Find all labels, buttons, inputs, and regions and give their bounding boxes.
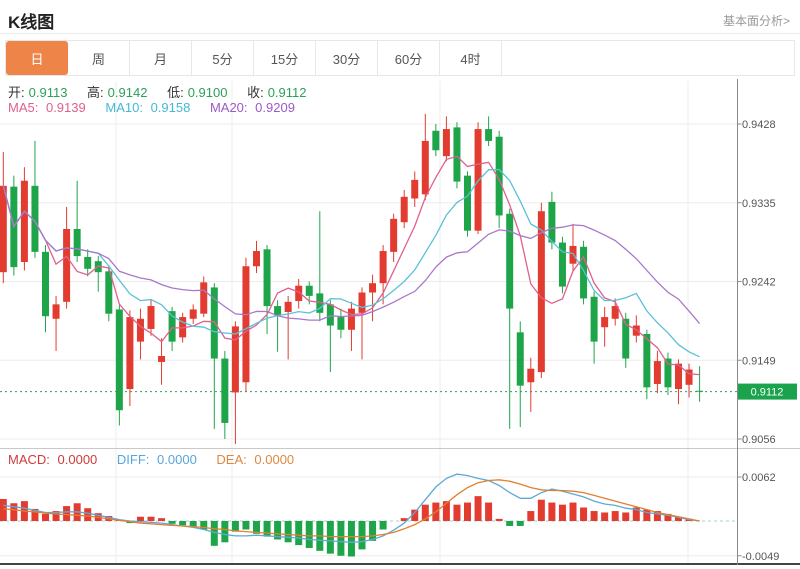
svg-text:0.9112: 0.9112 bbox=[751, 387, 784, 399]
svg-text:0.9428: 0.9428 bbox=[742, 119, 776, 131]
ohlc-legend: 开: 0.9113 高: 0.9142 低: 0.9100 收: 0.9112 bbox=[8, 82, 323, 101]
low-label: 低: bbox=[167, 85, 184, 100]
candlestick-pane bbox=[0, 113, 737, 445]
svg-text:0.9242: 0.9242 bbox=[742, 277, 776, 289]
tab-60min[interactable]: 60分 bbox=[378, 41, 440, 75]
macd-value: 0.0000 bbox=[57, 452, 98, 467]
tab-month[interactable]: 月 bbox=[130, 41, 192, 75]
ma5-label: MA5: bbox=[8, 100, 39, 115]
high-label: 高: bbox=[87, 85, 104, 100]
ma5-value: 0.9139 bbox=[45, 100, 86, 115]
tab-15min[interactable]: 15分 bbox=[254, 41, 316, 75]
dea-label: DEA: bbox=[216, 452, 247, 467]
tab-5min[interactable]: 5分 bbox=[192, 41, 254, 75]
chart-area: 0.9428 0.9335 0.9242 0.9149 0.9056 0.0062 -0.0… bbox=[0, 79, 800, 568]
ma10-label: MA10: bbox=[105, 100, 143, 115]
macd-label: MACD: bbox=[8, 452, 50, 467]
page-header: K线图 基本面分析> bbox=[0, 0, 800, 34]
close-value: 0.9112 bbox=[267, 85, 307, 100]
period-tabs: 日 周 月 5分 15分 30分 60分 4时 bbox=[5, 40, 795, 76]
svg-text:0.0062: 0.0062 bbox=[742, 472, 776, 484]
svg-text:-0.0049: -0.0049 bbox=[742, 551, 779, 563]
tab-30min[interactable]: 30分 bbox=[316, 41, 378, 75]
tab-4hour[interactable]: 4时 bbox=[440, 41, 502, 75]
high-value: 0.9142 bbox=[107, 85, 148, 100]
open-label: 开: bbox=[8, 85, 25, 100]
dea-value: 0.0000 bbox=[254, 452, 295, 467]
page-title: K线图 bbox=[8, 13, 55, 32]
low-value: 0.9100 bbox=[187, 85, 228, 100]
grid-lines bbox=[0, 81, 800, 565]
ma20-value: 0.9209 bbox=[255, 100, 295, 115]
diff-value: 0.0000 bbox=[157, 452, 197, 467]
ma20-label: MA20: bbox=[209, 100, 248, 115]
diff-label: DIFF: bbox=[116, 452, 150, 467]
macd-legend: MACD: 0.0000 DIFF: 0.0000 DEA: 0.0000 bbox=[8, 452, 310, 467]
price-axis: 0.9428 0.9335 0.9242 0.9149 0.9056 0.0062 -0.0… bbox=[737, 79, 779, 565]
svg-text:0.9056: 0.9056 bbox=[742, 434, 776, 446]
svg-text:0.9149: 0.9149 bbox=[742, 355, 776, 367]
macd-pane bbox=[0, 473, 737, 557]
ma-legend: MA5: 0.9139 MA10: 0.9158 MA20: 0.9209 bbox=[8, 100, 311, 115]
tab-day[interactable]: 日 bbox=[6, 41, 68, 75]
svg-text:0.9335: 0.9335 bbox=[742, 198, 776, 210]
open-value: 0.9113 bbox=[28, 85, 68, 100]
current-price-badge: 0.9112 bbox=[738, 383, 797, 400]
tab-week[interactable]: 周 bbox=[68, 41, 130, 75]
kline-chart-canvas: 0.9428 0.9335 0.9242 0.9149 0.9056 0.0062 -0.0… bbox=[0, 79, 800, 565]
close-label: 收: bbox=[247, 85, 264, 100]
fundamental-analysis-link[interactable]: 基本面分析> bbox=[722, 14, 790, 28]
ma10-value: 0.9158 bbox=[150, 100, 191, 115]
